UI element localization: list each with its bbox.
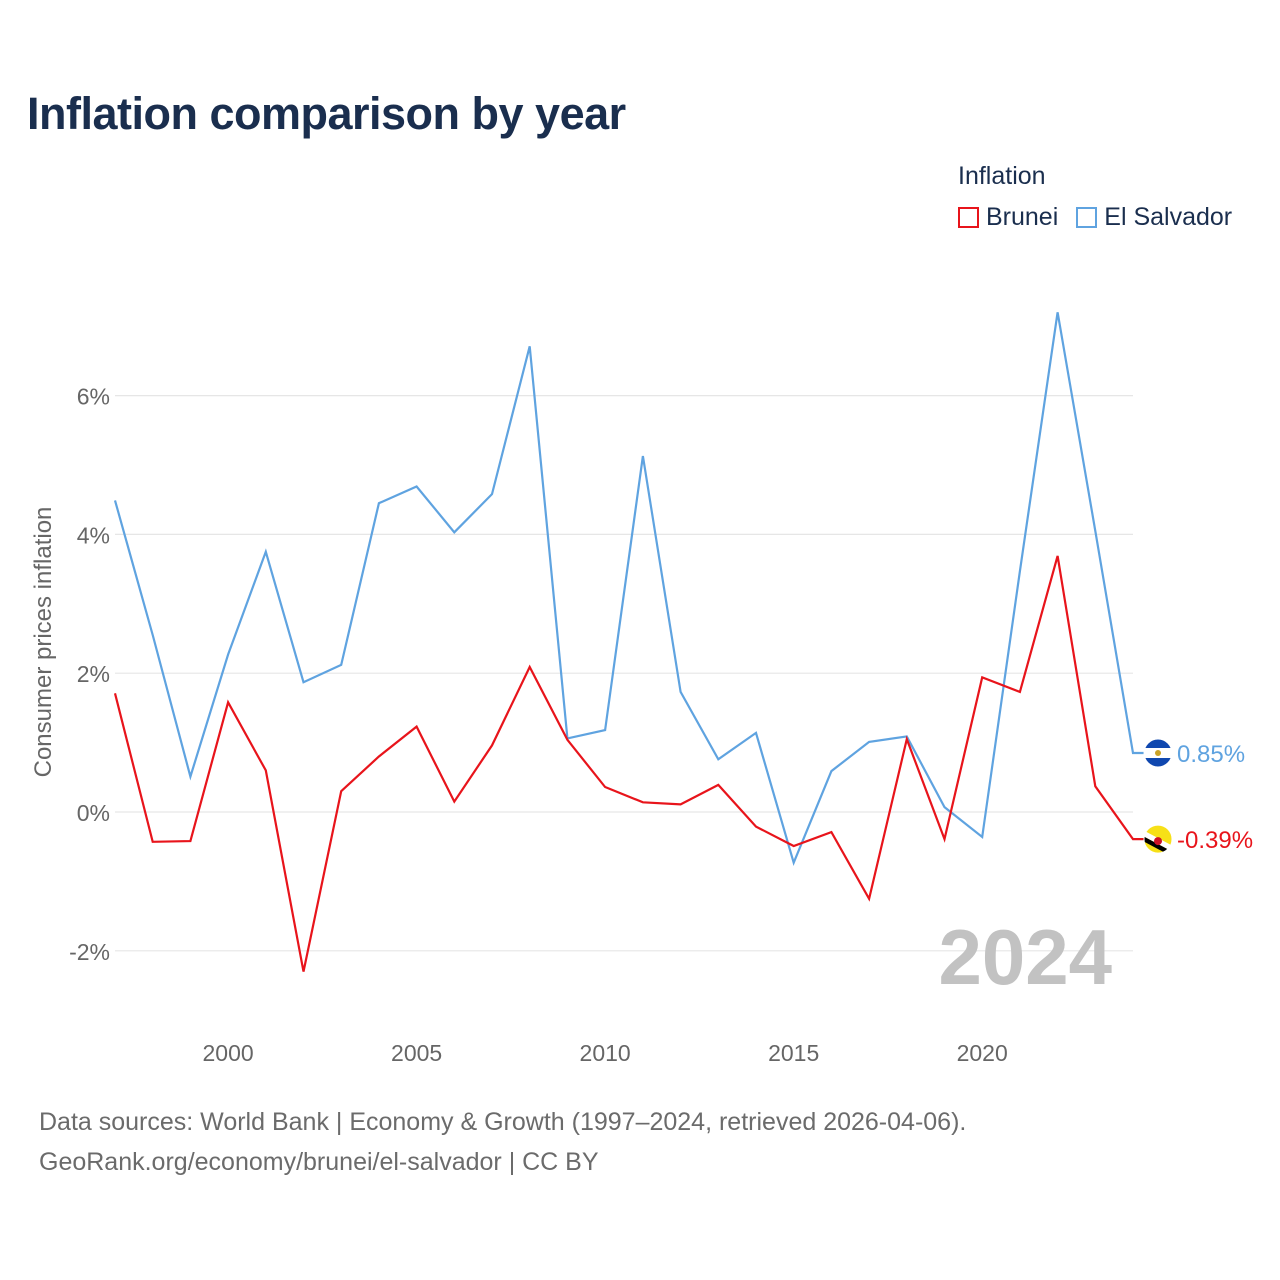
legend-swatch-brunei xyxy=(958,207,979,228)
footer-source: Data sources: World Bank | Economy & Gro… xyxy=(39,1108,967,1136)
legend: Brunei El Salvador xyxy=(958,203,1250,232)
end-value-label-brunei: -0.39% xyxy=(1177,827,1253,854)
flag-ring xyxy=(1143,824,1173,854)
x-tick-label: 2020 xyxy=(957,1040,1008,1066)
el-salvador-flag-icon xyxy=(1144,739,1172,768)
y-axis-label: Consumer prices inflation xyxy=(30,507,57,778)
y-tick-label: 2% xyxy=(77,661,110,687)
y-tick-label: -2% xyxy=(69,939,110,965)
flag-ring xyxy=(1143,738,1173,768)
series-line-brunei xyxy=(113,555,1155,972)
legend-item-el-salvador[interactable]: El Salvador xyxy=(1076,203,1232,232)
legend-label-el-salvador: El Salvador xyxy=(1104,203,1233,231)
legend-swatch-el-salvador xyxy=(1076,207,1098,228)
footer-link[interactable]: GeoRank.org/economy/brunei/el-salvador |… xyxy=(39,1148,599,1176)
end-value-label-el-salvador: 0.85% xyxy=(1177,741,1245,768)
x-tick-label: 2005 xyxy=(391,1040,442,1066)
y-tick-label: 4% xyxy=(77,522,110,548)
legend-label-brunei: Brunei xyxy=(986,203,1059,231)
x-tick-label: 2015 xyxy=(768,1040,819,1066)
x-tick-label: 2010 xyxy=(580,1040,631,1066)
brunei-flag-icon xyxy=(1144,825,1172,854)
x-tick-label: 2000 xyxy=(203,1040,254,1066)
chart-title: Inflation comparison by year xyxy=(27,88,626,139)
series-line-el-salvador xyxy=(113,312,1155,867)
legend-title: Inflation xyxy=(958,162,1046,190)
year-watermark: 2024 xyxy=(938,913,1112,1001)
y-tick-label: 6% xyxy=(77,384,110,410)
y-tick-label: 0% xyxy=(77,800,110,826)
legend-item-brunei[interactable]: Brunei xyxy=(958,203,1058,232)
